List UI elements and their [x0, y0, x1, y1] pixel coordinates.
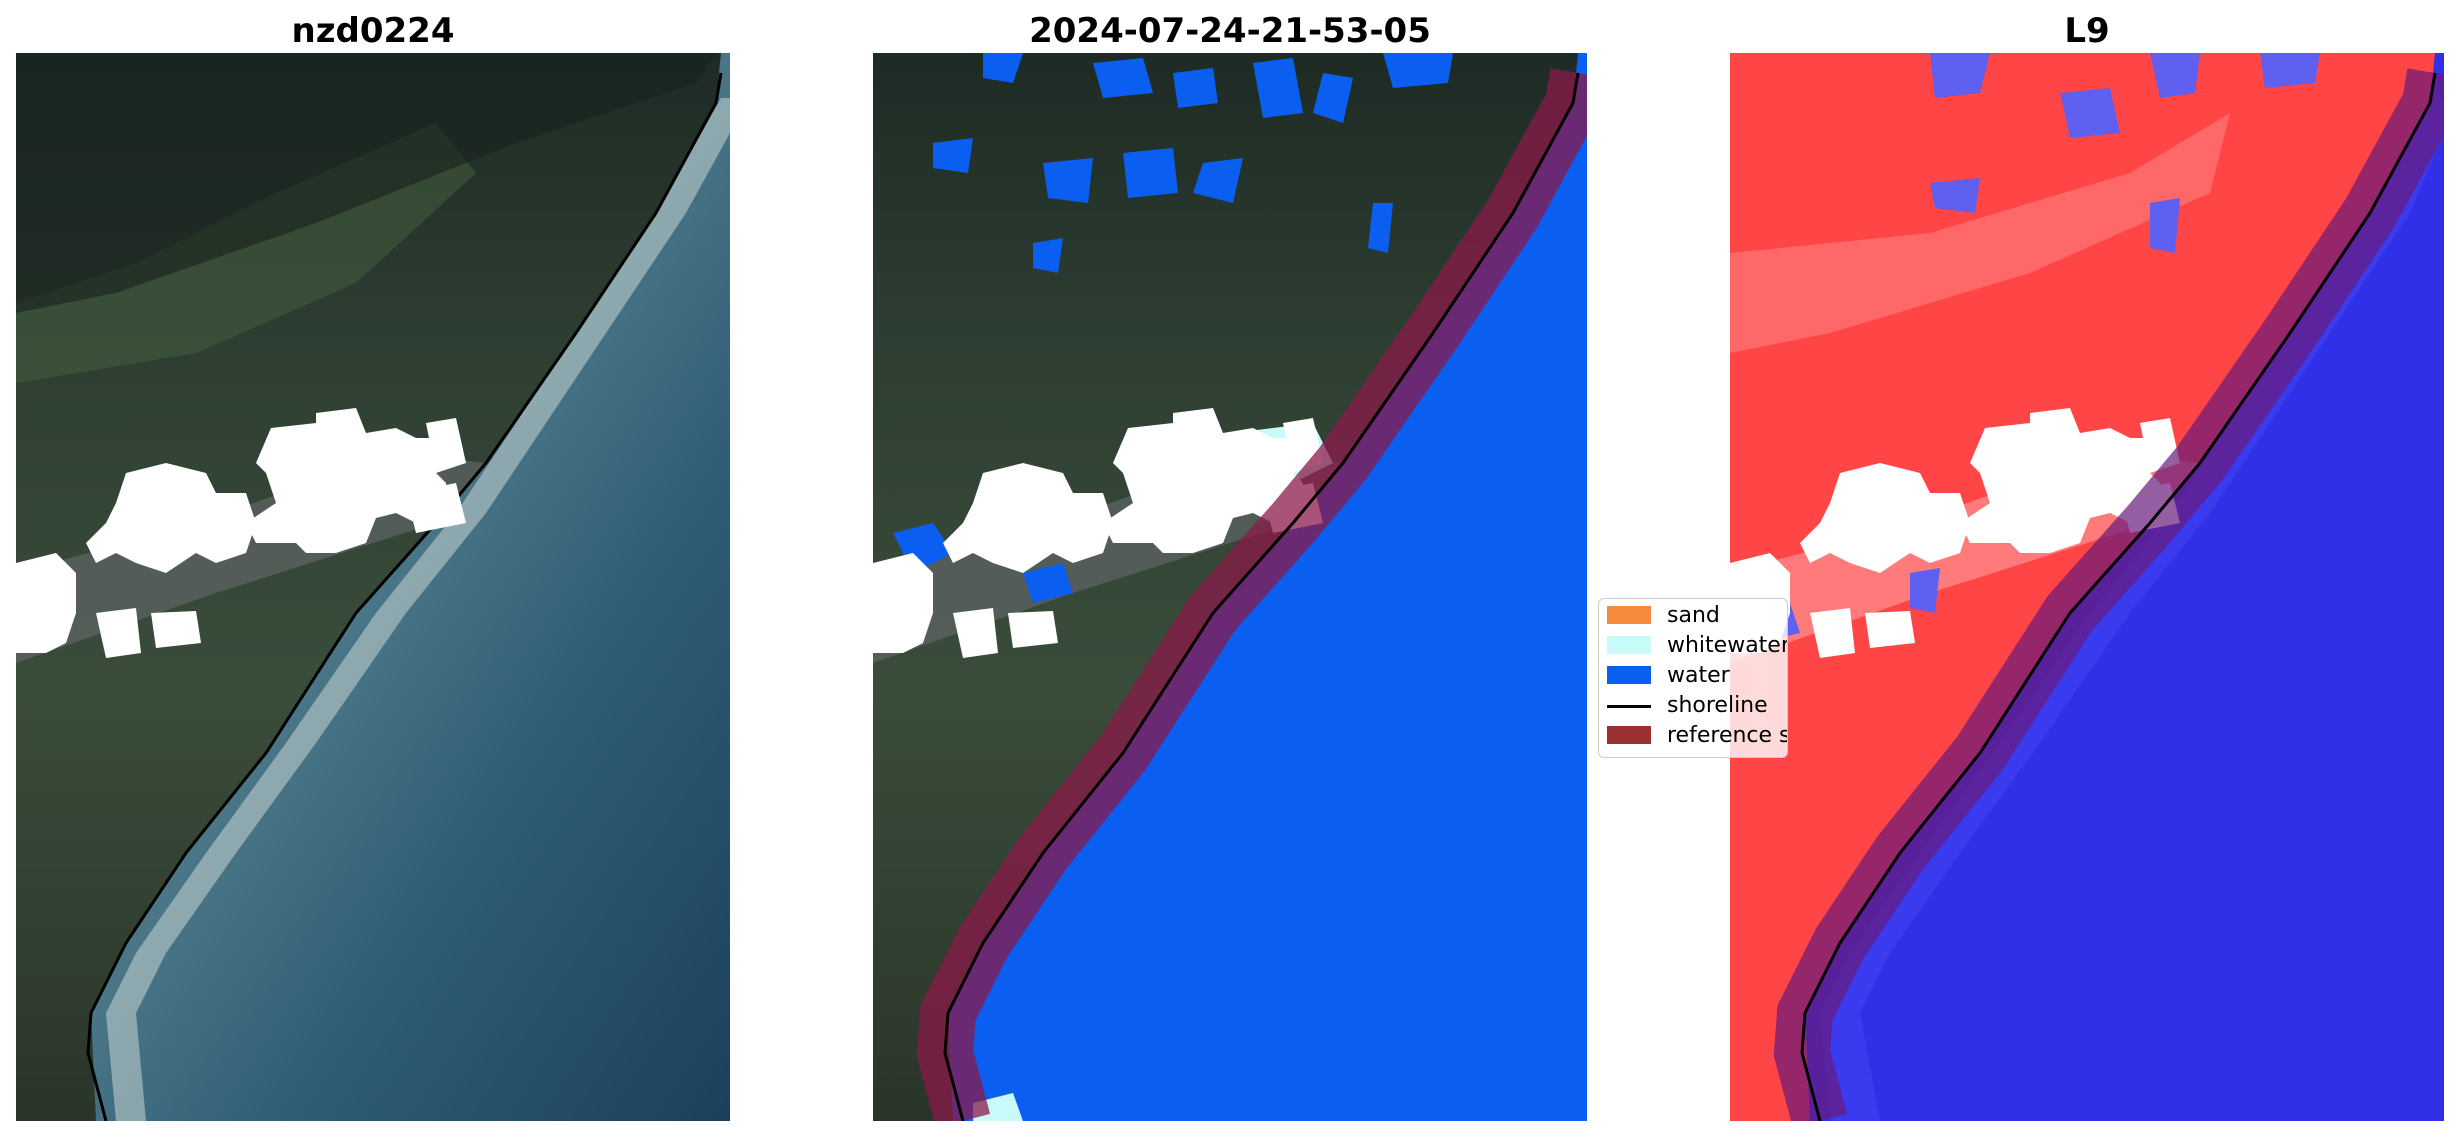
- index-image-panel: [1730, 53, 2444, 1121]
- rgb-image: [16, 53, 730, 1121]
- shoreline: [1800, 72, 2437, 1121]
- legend-swatch-whitewater: [1607, 636, 1651, 654]
- legend-swatch-shoreline: [1607, 704, 1651, 708]
- rgb-image-panel: [16, 53, 730, 1121]
- legend-swatch-sand: [1607, 606, 1651, 624]
- index-image: [1730, 53, 2444, 1121]
- classified-image-panel: [873, 53, 1587, 1121]
- panel-title-index: L9: [2064, 11, 2110, 51]
- classified-image: [873, 53, 1587, 1121]
- legend-item-water: water: [1607, 661, 1730, 689]
- panel-title-classified: 2024-07-24-21-53-05: [1029, 11, 1431, 51]
- cloud-mask: [16, 408, 466, 658]
- water-patches: [893, 53, 1453, 603]
- legend-swatch-water: [1607, 666, 1651, 684]
- panel-title-rgb: nzd0224: [291, 11, 455, 51]
- shoreline: [943, 72, 1580, 1121]
- legend-item-whitewater: whitewater: [1607, 631, 1787, 659]
- legend: sand whitewater water shoreline referenc…: [1598, 598, 1788, 758]
- legend-swatch-reference-buffer: [1607, 726, 1651, 744]
- legend-item-shoreline: shoreline: [1607, 691, 1768, 719]
- legend-item-sand: sand: [1607, 601, 1720, 629]
- legend-item-reference-buffer: reference shoreline buffer: [1607, 721, 1787, 749]
